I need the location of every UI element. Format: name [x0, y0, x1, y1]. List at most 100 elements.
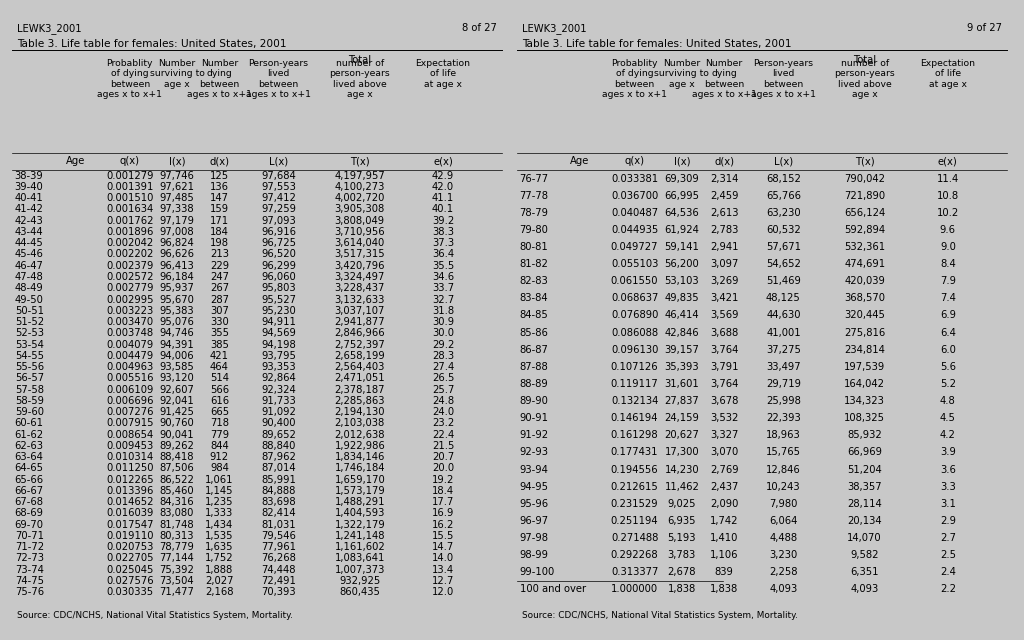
- Text: 3,905,308: 3,905,308: [335, 204, 385, 214]
- Text: 80-81: 80-81: [519, 242, 548, 252]
- Text: 275,816: 275,816: [844, 328, 886, 338]
- Text: 0.068637: 0.068637: [611, 293, 658, 303]
- Text: 15.5: 15.5: [432, 531, 455, 541]
- Text: d(x): d(x): [209, 156, 229, 166]
- Text: 38.3: 38.3: [432, 227, 454, 237]
- Text: 79-80: 79-80: [519, 225, 549, 235]
- Text: 2,103,038: 2,103,038: [335, 419, 385, 428]
- Text: 656,124: 656,124: [844, 208, 886, 218]
- Text: 88-89: 88-89: [519, 379, 548, 389]
- Text: 57,671: 57,671: [766, 242, 801, 252]
- Text: 4.8: 4.8: [940, 396, 955, 406]
- Text: 3,791: 3,791: [710, 362, 738, 372]
- Text: 44,630: 44,630: [766, 310, 801, 321]
- Text: 514: 514: [210, 373, 228, 383]
- Text: e(x): e(x): [938, 156, 957, 166]
- Text: 53-54: 53-54: [14, 340, 44, 349]
- Text: 24.0: 24.0: [432, 407, 454, 417]
- Text: 5.2: 5.2: [940, 379, 955, 389]
- Text: 2,027: 2,027: [205, 576, 233, 586]
- Text: 48-49: 48-49: [14, 284, 43, 293]
- Text: 0.011250: 0.011250: [106, 463, 154, 474]
- Text: 184: 184: [210, 227, 228, 237]
- Text: 3,228,437: 3,228,437: [335, 284, 385, 293]
- Text: 0.002995: 0.002995: [106, 294, 154, 305]
- Text: Expectation
of life
at age x: Expectation of life at age x: [416, 59, 470, 88]
- Text: 0.271488: 0.271488: [611, 533, 658, 543]
- Text: 94,911: 94,911: [261, 317, 296, 327]
- Text: 97,008: 97,008: [160, 227, 195, 237]
- Text: 74-75: 74-75: [14, 576, 44, 586]
- Text: 40-41: 40-41: [14, 193, 43, 203]
- Text: 51,204: 51,204: [847, 465, 882, 474]
- Text: 84,888: 84,888: [261, 486, 296, 496]
- Text: 932,925: 932,925: [339, 576, 381, 586]
- Text: 20,627: 20,627: [665, 430, 699, 440]
- Text: 2,941,877: 2,941,877: [335, 317, 385, 327]
- Text: 2,258: 2,258: [769, 567, 798, 577]
- Text: 1,888: 1,888: [205, 564, 233, 575]
- Text: 24,159: 24,159: [665, 413, 699, 423]
- Text: 0.231529: 0.231529: [610, 499, 658, 509]
- Text: 75-76: 75-76: [14, 588, 44, 597]
- Text: 2,941: 2,941: [710, 242, 738, 252]
- Text: 84-85: 84-85: [519, 310, 548, 321]
- Text: 71,477: 71,477: [160, 588, 195, 597]
- Text: 55-56: 55-56: [14, 362, 44, 372]
- Text: 17,300: 17,300: [665, 447, 699, 458]
- Text: 4.5: 4.5: [940, 413, 955, 423]
- Text: 60-61: 60-61: [14, 419, 44, 428]
- Text: 1,434: 1,434: [205, 520, 233, 530]
- Text: 64-65: 64-65: [14, 463, 44, 474]
- Text: 14.0: 14.0: [432, 554, 454, 563]
- Text: 94,746: 94,746: [160, 328, 195, 339]
- Text: Person-years
lived
between
ages x to x+1: Person-years lived between ages x to x+1: [246, 59, 311, 99]
- Text: 20.0: 20.0: [432, 463, 454, 474]
- Text: 63-64: 63-64: [14, 452, 44, 462]
- Text: 93,120: 93,120: [160, 373, 195, 383]
- Text: 0.194556: 0.194556: [610, 465, 658, 474]
- Text: 3,764: 3,764: [710, 345, 738, 355]
- Text: 42.9: 42.9: [432, 171, 455, 180]
- Text: 2,194,130: 2,194,130: [335, 407, 385, 417]
- Text: 4,100,273: 4,100,273: [335, 182, 385, 192]
- Text: 171: 171: [210, 216, 229, 226]
- Text: 51-52: 51-52: [14, 317, 44, 327]
- Text: 3,569: 3,569: [710, 310, 738, 321]
- Text: 2,437: 2,437: [710, 482, 738, 492]
- Text: 0.086088: 0.086088: [611, 328, 658, 338]
- Text: 18,963: 18,963: [766, 430, 801, 440]
- Text: 0.292268: 0.292268: [610, 550, 658, 560]
- Text: 91-92: 91-92: [519, 430, 549, 440]
- Text: 83-84: 83-84: [519, 293, 548, 303]
- Text: 3,097: 3,097: [710, 259, 738, 269]
- Text: 3,037,107: 3,037,107: [335, 306, 385, 316]
- Text: 33.7: 33.7: [432, 284, 454, 293]
- Text: 779: 779: [210, 429, 229, 440]
- Text: 72-73: 72-73: [14, 554, 44, 563]
- Text: 1,488,291: 1,488,291: [335, 497, 385, 507]
- Text: 93,795: 93,795: [261, 351, 296, 361]
- Text: 86,522: 86,522: [160, 475, 195, 484]
- Text: 9.6: 9.6: [940, 225, 955, 235]
- Text: 3,710,956: 3,710,956: [335, 227, 385, 237]
- Text: 20,134: 20,134: [847, 516, 882, 526]
- Text: 85,932: 85,932: [847, 430, 882, 440]
- Text: 0.001762: 0.001762: [106, 216, 154, 226]
- Text: 94,569: 94,569: [261, 328, 296, 339]
- Text: 54-55: 54-55: [14, 351, 44, 361]
- Text: 70,393: 70,393: [261, 588, 296, 597]
- Text: 9.0: 9.0: [940, 242, 955, 252]
- Text: 74,448: 74,448: [261, 564, 296, 575]
- Text: q(x): q(x): [120, 156, 139, 166]
- Text: 90,400: 90,400: [261, 419, 296, 428]
- Text: 844: 844: [210, 441, 228, 451]
- Text: 0.002379: 0.002379: [106, 260, 154, 271]
- Text: 3,324,497: 3,324,497: [335, 272, 385, 282]
- Text: 35,393: 35,393: [665, 362, 699, 372]
- Text: 1,659,170: 1,659,170: [335, 475, 385, 484]
- Text: 97,746: 97,746: [160, 171, 195, 180]
- Text: 1,834,146: 1,834,146: [335, 452, 385, 462]
- Text: 97,621: 97,621: [160, 182, 195, 192]
- Text: 30.0: 30.0: [432, 328, 454, 339]
